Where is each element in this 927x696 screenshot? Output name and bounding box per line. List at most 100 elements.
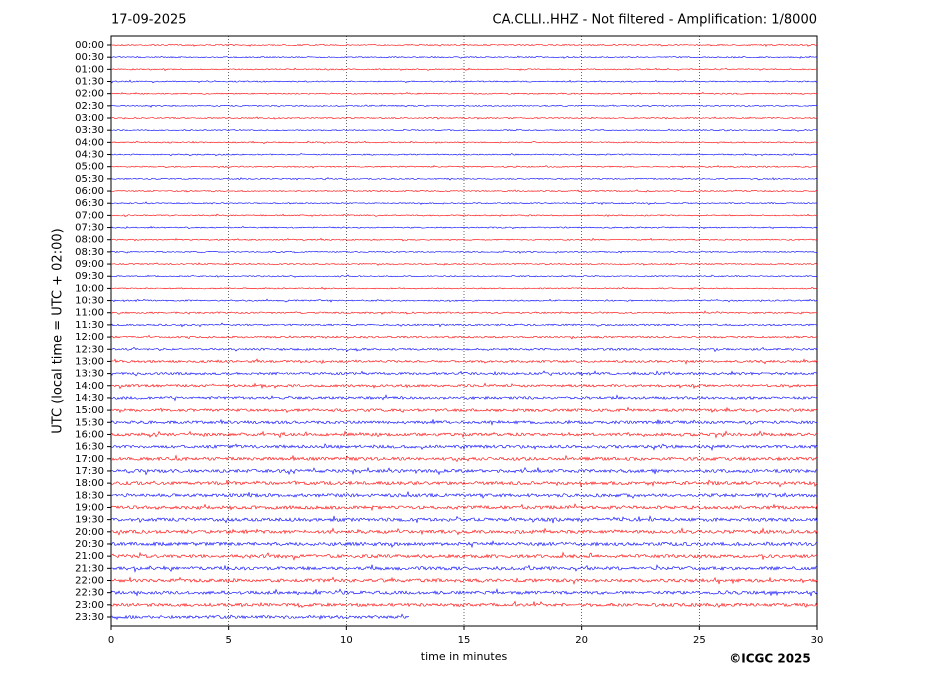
y-tick-label: 06:00 [75,186,104,197]
trace [110,250,818,254]
y-tick-label: 18:30 [75,490,104,501]
trace [110,613,410,621]
trace [110,225,818,230]
x-axis-label: time in minutes [421,650,508,663]
x-tick-label: 15 [458,635,471,646]
trace [110,334,818,340]
y-tick-label: 02:00 [75,89,104,100]
trace [110,479,818,488]
trace [110,490,818,499]
trace [110,67,818,71]
y-tick-label: 01:00 [75,64,104,75]
trace [110,79,818,84]
trace [110,503,818,512]
trace [110,346,818,352]
y-tick-label: 00:00 [75,40,104,51]
y-tick-label: 23:30 [75,612,104,623]
y-tick-label: 19:00 [75,502,104,513]
trace [110,116,818,120]
y-tick-label: 06:30 [75,198,104,209]
y-tick-label: 16:30 [75,442,104,453]
y-tick-label: 09:00 [75,259,104,270]
y-tick-label: 21:00 [75,551,104,562]
trace [110,262,818,266]
copyright: ©ICGC 2025 [729,652,811,666]
x-tick-label: 0 [108,635,114,646]
trace [110,576,818,585]
y-tick-label: 19:30 [75,515,104,526]
trace [110,515,818,524]
trace [110,55,818,59]
y-tick-label: 20:30 [75,539,104,550]
trace [110,418,818,426]
trace [110,430,818,439]
y-tick-label: 15:00 [75,405,104,416]
y-tick-label: 14:30 [75,393,104,404]
y-tick-label: 03:30 [75,125,104,136]
trace [110,382,818,390]
x-tick-label: 10 [340,635,353,646]
y-tick-label: 05:30 [75,174,104,185]
trace [110,177,818,181]
trace [110,600,818,608]
trace [110,394,818,402]
trace [110,310,818,315]
trace [110,189,818,193]
y-tick-label: 18:00 [75,478,104,489]
y-tick-label: 10:00 [75,283,104,294]
y-tick-label: 11:30 [75,320,104,331]
y-tick-label: 22:30 [75,588,104,599]
x-tick-label: 5 [225,635,231,646]
trace [110,237,818,242]
y-tick-label: 10:30 [75,296,104,307]
y-tick-label: 02:30 [75,101,104,112]
x-tick-label: 20 [575,635,588,646]
trace [110,588,818,597]
y-tick-label: 12:30 [75,344,104,355]
y-tick-label: 12:00 [75,332,104,343]
y-tick-label: 20:00 [75,527,104,538]
trace [110,274,818,278]
y-tick-label: 22:00 [75,575,104,586]
trace [110,152,818,157]
trace [110,322,818,328]
trace [110,551,818,561]
y-tick-label: 15:30 [75,417,104,428]
y-tick-label: 17:30 [75,466,104,477]
y-tick-label: 09:30 [75,271,104,282]
y-tick-label: 17:00 [75,454,104,465]
trace [110,165,818,169]
trace [110,564,818,573]
y-tick-label: 01:30 [75,77,104,88]
y-tick-label: 04:30 [75,150,104,161]
trace [110,104,818,108]
trace [110,406,818,414]
trace [110,298,818,303]
y-axis-label: UTC (local time = UTC + 02:00) [51,228,66,433]
date: 17-09-2025 [111,13,187,28]
trace [110,213,818,217]
y-tick-label: 11:00 [75,308,104,319]
trace [110,91,818,96]
x-tick-label: 25 [693,635,706,646]
trace [110,201,818,206]
y-tick-label: 14:00 [75,381,104,392]
y-tick-label: 05:00 [75,162,104,173]
y-tick-label: 13:00 [75,356,104,367]
y-tick-label: 16:00 [75,429,104,440]
trace [110,466,818,476]
trace [110,43,818,47]
x-tick-label: 30 [811,635,824,646]
chart-title: CA.CLLI..HHZ - Not filtered - Amplificat… [493,13,818,28]
trace [110,128,818,132]
trace [110,370,818,377]
trace [110,454,818,463]
trace [110,358,818,365]
trace [110,540,818,549]
trace [110,527,818,536]
y-tick-label: 08:00 [75,235,104,246]
y-tick-label: 04:00 [75,137,104,148]
y-tick-label: 03:00 [75,113,104,124]
y-tick-label: 08:30 [75,247,104,258]
